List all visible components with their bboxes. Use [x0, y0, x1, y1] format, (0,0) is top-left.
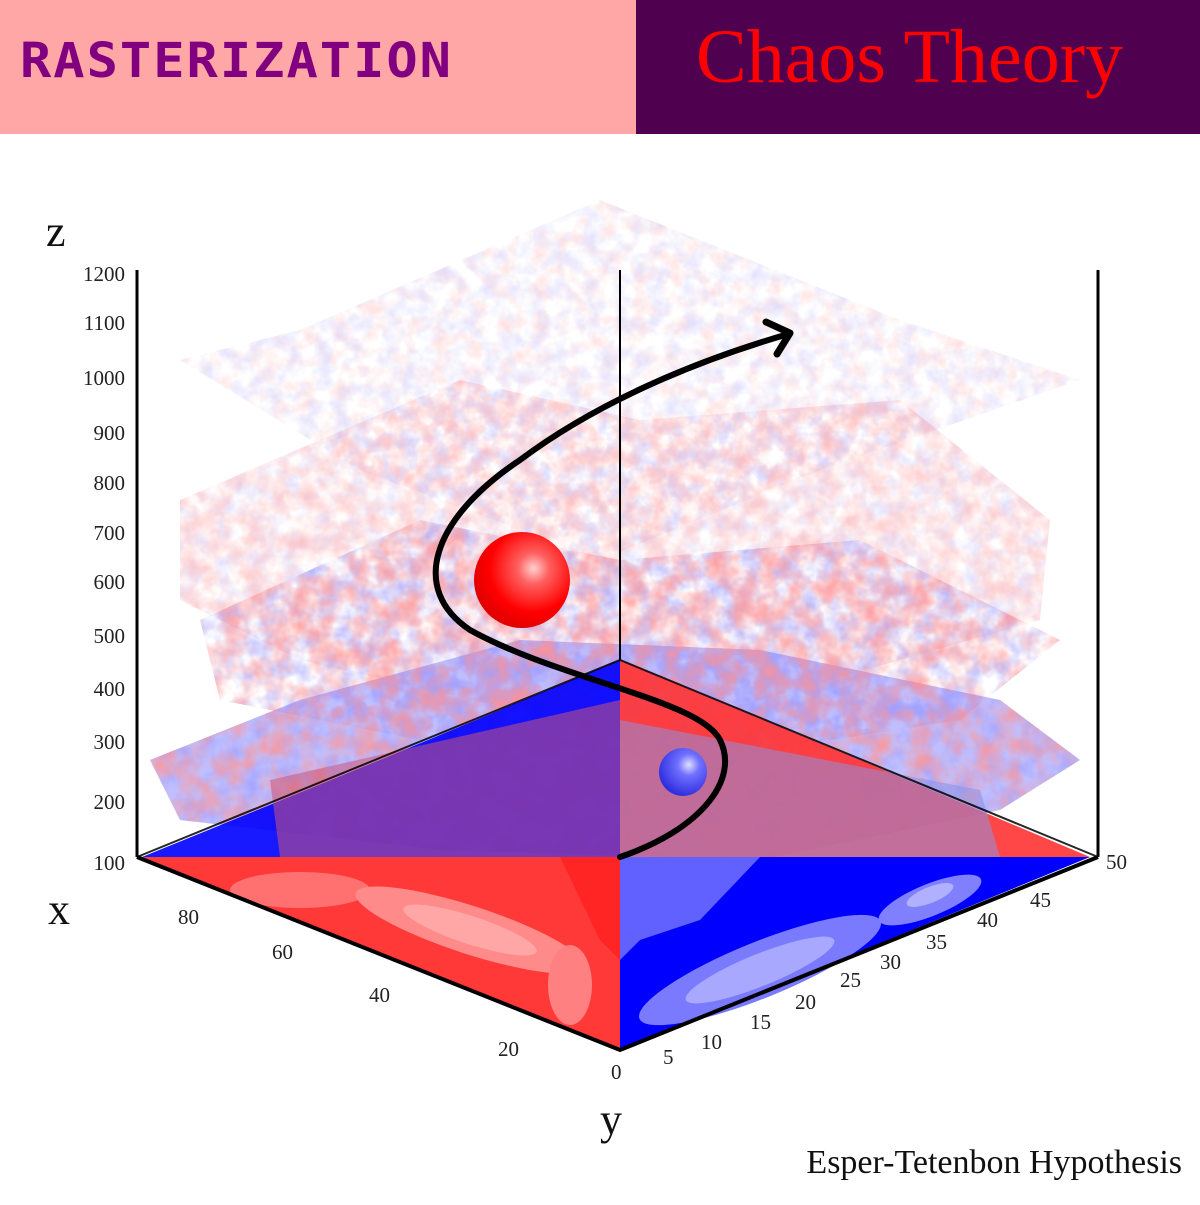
z-tick: 300	[93, 730, 126, 754]
y-tick: 35	[926, 930, 947, 954]
trajectory-curve	[432, 332, 788, 860]
floor-front-edges	[136, 855, 1099, 1053]
z-tick: 400	[93, 677, 126, 701]
arrowhead-icon	[762, 318, 794, 358]
z-tick: 1100	[83, 311, 125, 335]
y-tick: 25	[840, 968, 861, 992]
y-tick: 0	[611, 1060, 622, 1084]
z-tick: 1200	[83, 262, 125, 286]
z-tick: 900	[93, 421, 126, 445]
z-tick: 200	[93, 790, 126, 814]
plot-canvas	[135, 200, 1100, 1053]
z-axis-label: z	[46, 207, 66, 256]
y-axis-label: y	[600, 1095, 622, 1144]
floor-back-edges	[136, 658, 1099, 858]
hypothesis-caption: Esper-Tetenbon Hypothesis	[806, 1144, 1182, 1181]
y-tick: 20	[795, 990, 816, 1014]
y-tick: 40	[977, 908, 998, 932]
header-left-panel: RASTERIZATION	[0, 0, 636, 134]
chaos-theory-title: Chaos Theory	[696, 15, 1124, 99]
x-tick: 20	[498, 1037, 519, 1061]
rasterization-title: RASTERIZATION	[20, 34, 453, 90]
x-axis-label: x	[48, 885, 70, 934]
y-tick: 10	[701, 1030, 722, 1054]
z-tick: 1000	[83, 366, 125, 390]
blue-sphere	[659, 748, 707, 796]
z-tick: 800	[93, 471, 126, 495]
y-tick: 5	[663, 1045, 674, 1069]
x-tick: 40	[369, 983, 390, 1007]
header-right-panel: Chaos Theory	[636, 0, 1200, 134]
y-tick: 50	[1106, 850, 1127, 874]
header-banner: RASTERIZATION Chaos Theory	[0, 0, 1200, 134]
x-tick: 60	[272, 940, 293, 964]
x-tick: 80	[178, 905, 199, 929]
y-tick: 30	[880, 950, 901, 974]
z-tick: 600	[93, 570, 126, 594]
z-tick: 700	[93, 521, 126, 545]
red-sphere	[474, 532, 570, 628]
z-tick: 500	[93, 624, 126, 648]
y-tick: 45	[1030, 888, 1051, 912]
3d-plot	[0, 134, 1200, 1200]
y-tick: 15	[750, 1010, 771, 1034]
z-tick: 100	[93, 851, 126, 875]
